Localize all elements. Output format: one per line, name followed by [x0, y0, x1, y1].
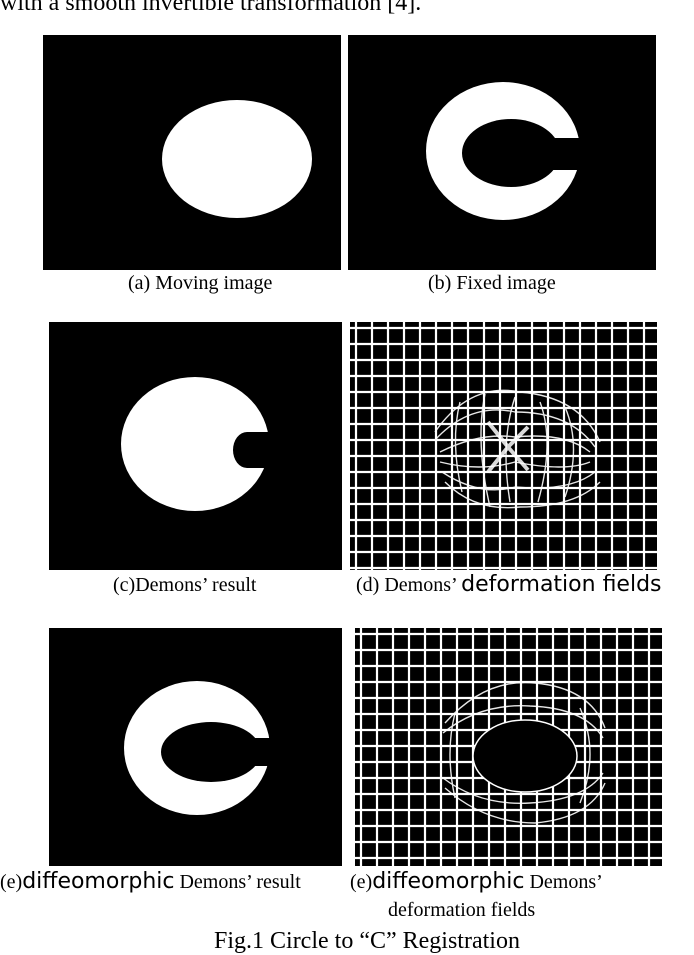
caption-e2-word: diffeomorphic: [372, 869, 525, 894]
moving-image-circle: [162, 100, 312, 218]
caption-e-result: (e)diffeomorphic Demons’ result: [0, 869, 301, 894]
caption-d: (d) Demons’ deformation fields: [356, 572, 662, 597]
caption-e-field-line1: (e)diffeomorphic Demons’: [350, 869, 603, 894]
demons-deformation-grid: [350, 322, 657, 570]
demons-result-shape: [121, 377, 269, 511]
caption-e1-suffix: Demons’ result: [179, 871, 301, 893]
caption-d-suffix: deformation fields: [461, 572, 662, 597]
fixed-image-panel: [348, 35, 656, 270]
moving-image-panel: [43, 35, 341, 270]
body-text-line: with a smooth invertible transformation …: [0, 0, 422, 16]
demons-result-panel: [49, 322, 342, 570]
caption-e2-suffix: Demons’: [529, 871, 603, 893]
caption-b: (b) Fixed image: [428, 272, 556, 294]
demons-deformation-field-panel: [350, 322, 657, 570]
caption-d-prefix: (d) Demons’: [356, 574, 457, 596]
caption-c: (c)Demons’ result: [113, 574, 257, 596]
caption-e-field-line2: deformation fields: [388, 899, 536, 921]
caption-e1-word: diffeomorphic: [22, 869, 175, 894]
caption-e1-prefix: (e): [0, 871, 23, 893]
diffeomorphic-deformation-field-panel: [355, 628, 662, 866]
caption-e2-prefix: (e): [350, 871, 373, 893]
diffeomorphic-result-c-shape: [124, 681, 270, 815]
diffeomorphic-deformation-grid: [355, 628, 662, 866]
caption-a: (a) Moving image: [128, 272, 273, 294]
fixed-image-c-shape: [426, 82, 580, 220]
diffeomorphic-result-panel: [49, 628, 342, 866]
figure-caption: Fig.1 Circle to “C” Registration: [214, 928, 520, 954]
